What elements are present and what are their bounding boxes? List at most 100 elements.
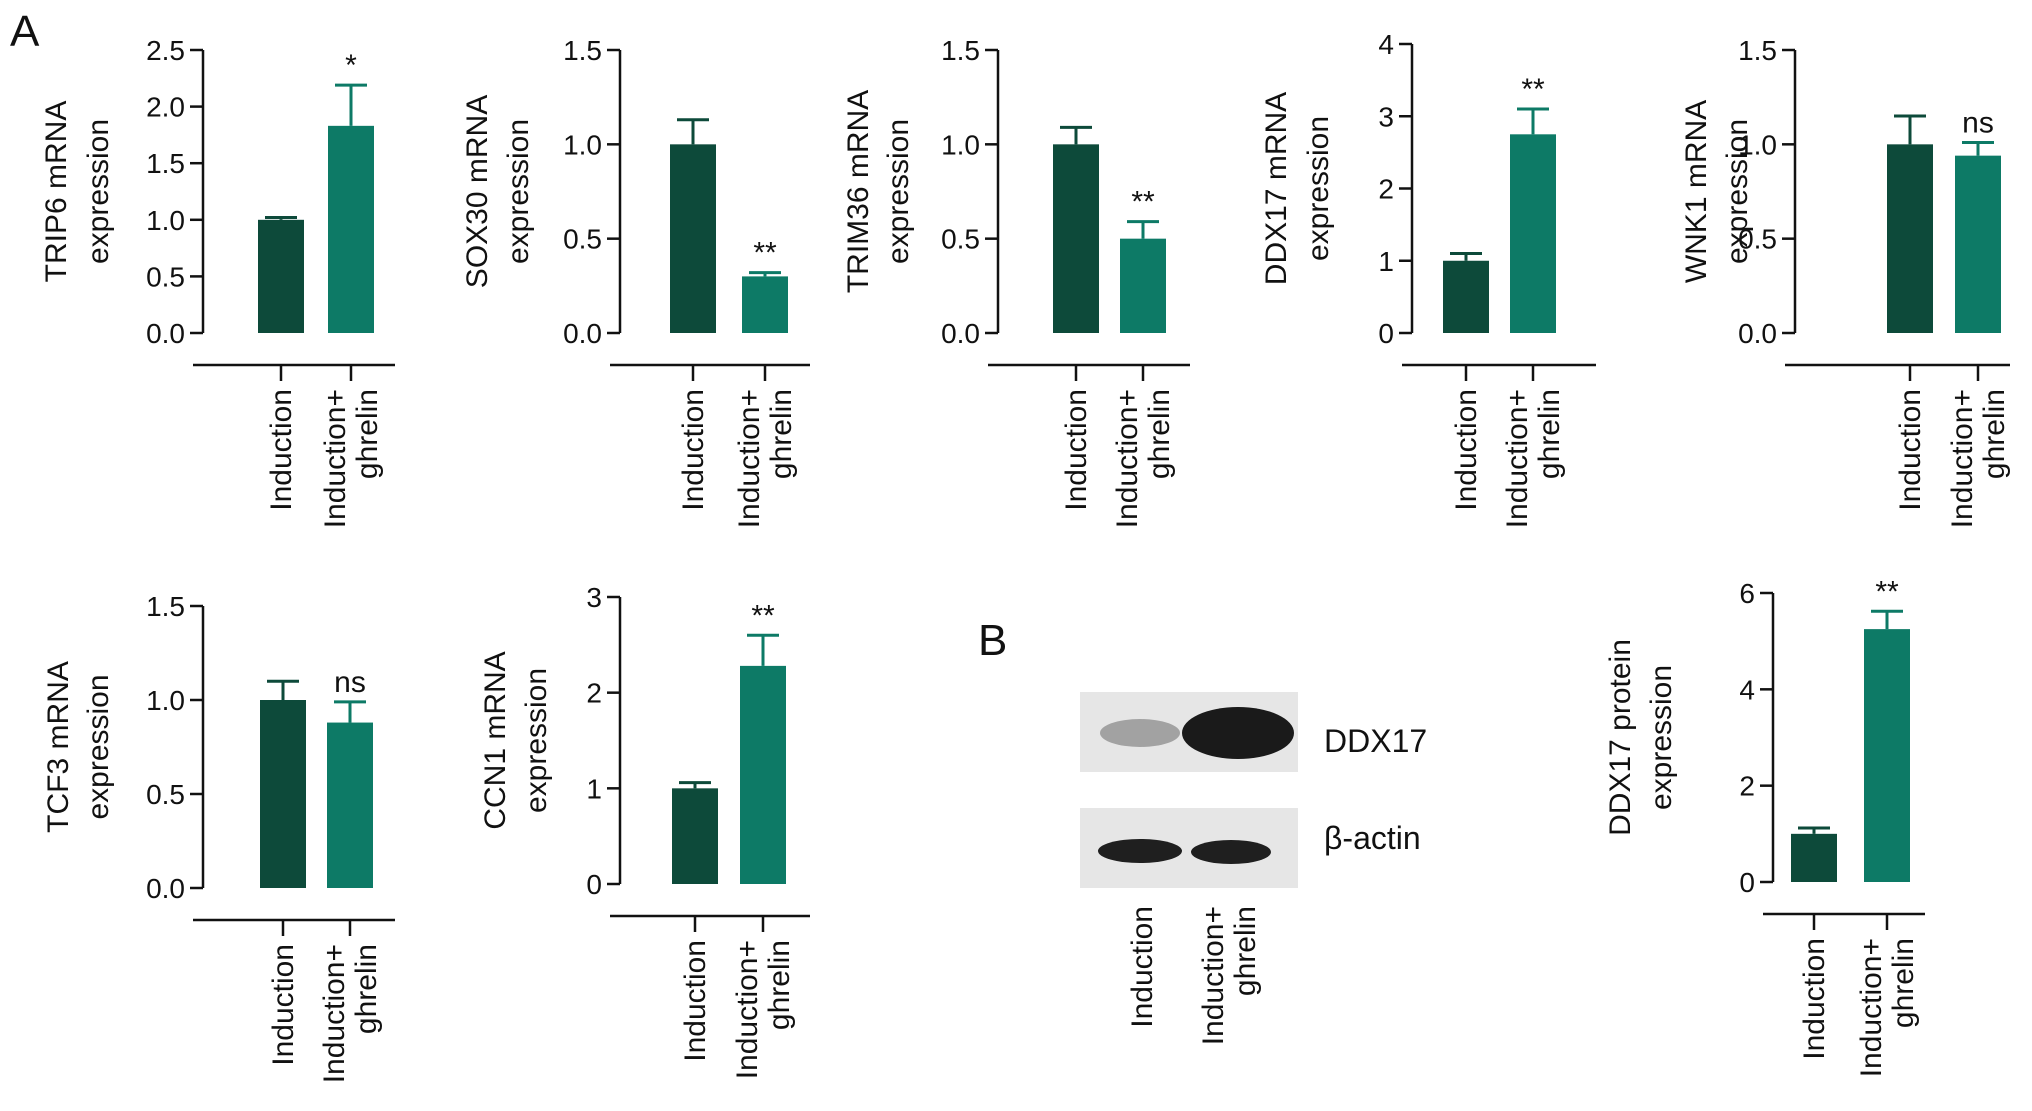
y-tick-label: 1.5 bbox=[941, 35, 980, 66]
panel-a-label: A bbox=[10, 7, 40, 56]
western-blot: DDX17 β-actin Induction Induction+ ghrel… bbox=[1080, 692, 1427, 1045]
bar-induction-ghrelin bbox=[1864, 629, 1910, 882]
x-category-label: Induction+ bbox=[731, 940, 764, 1079]
chart-1: 0.0 0.5 1.0 1.5 2.0 2.5 TRIP6 mRNA expression In… bbox=[40, 35, 395, 528]
bar-induction bbox=[670, 144, 716, 333]
y-tick-label: 1.5 bbox=[1738, 35, 1777, 66]
y-tick-label: 6 bbox=[1739, 578, 1755, 609]
bar-induction bbox=[672, 788, 718, 884]
bar-charts: 0.0 0.5 1.0 1.5 2.0 2.5 TRIP6 mRNA expression In… bbox=[40, 29, 2011, 1083]
y-axis-label-line1: TCF3 mRNA bbox=[42, 661, 75, 833]
y-tick-label: 1.5 bbox=[563, 35, 602, 66]
bar-induction bbox=[1791, 833, 1837, 882]
x-category-label: Induction bbox=[1060, 389, 1093, 511]
y-tick-label: 2 bbox=[1739, 771, 1755, 802]
significance-label: ns bbox=[1962, 106, 1994, 139]
y-axis-label-line2: expression bbox=[82, 119, 115, 264]
y-axis-label-line1: SOX30 mRNA bbox=[461, 95, 494, 288]
x-category-label: Induction bbox=[679, 940, 712, 1062]
bar-induction-ghrelin bbox=[327, 722, 373, 888]
significance-label: ** bbox=[753, 237, 777, 270]
x-category-label: Induction bbox=[1450, 389, 1483, 511]
bar-induction bbox=[260, 700, 306, 888]
bar-induction-ghrelin bbox=[742, 276, 788, 333]
y-tick-label: 4 bbox=[1739, 674, 1755, 705]
band-ddx17-induction bbox=[1100, 719, 1180, 747]
band-actin-induction bbox=[1098, 839, 1182, 863]
x-category-label: Induction+ bbox=[733, 389, 766, 528]
y-tick-label: 3 bbox=[1378, 101, 1394, 132]
significance-label: ** bbox=[1521, 73, 1545, 106]
x-category-label: Induction+ bbox=[1111, 389, 1144, 528]
y-tick-label: 1 bbox=[586, 773, 602, 804]
y-tick-label: 2 bbox=[586, 678, 602, 709]
significance-label: ns bbox=[334, 666, 366, 699]
bar-induction-ghrelin bbox=[740, 665, 786, 884]
y-tick-label: 1.0 bbox=[941, 129, 980, 160]
x-category-label: Induction bbox=[1798, 938, 1831, 1060]
blot-lane-label-ghrelin-line1: Induction+ bbox=[1197, 906, 1230, 1045]
bar-induction bbox=[258, 219, 304, 333]
y-tick-label: 3 bbox=[586, 582, 602, 613]
y-tick-label: 0 bbox=[1378, 318, 1394, 349]
y-axis-label-line1: WNK1 mRNA bbox=[1680, 100, 1713, 283]
y-tick-label: 0.0 bbox=[1738, 318, 1777, 349]
chart-4: 0 1 2 3 4 DDX17 mRNA expression Induction ** Indu… bbox=[1260, 29, 1596, 528]
bar-induction-ghrelin bbox=[1120, 238, 1166, 333]
bar-induction bbox=[1887, 144, 1933, 333]
y-tick-label: 0.0 bbox=[563, 318, 602, 349]
x-category-label: Induction+ bbox=[1855, 938, 1888, 1077]
x-category-label: ghrelin bbox=[1887, 938, 1920, 1028]
significance-label: ** bbox=[1875, 575, 1899, 608]
x-category-label: ghrelin bbox=[765, 389, 798, 479]
chart-7: 0 1 2 3 CCN1 mRNA expression Induction ** Induct… bbox=[479, 582, 810, 1079]
bar-induction-ghrelin bbox=[1510, 134, 1556, 333]
y-axis-label-line1: CCN1 mRNA bbox=[479, 651, 512, 829]
y-axis-label-line2: expression bbox=[1645, 665, 1678, 810]
x-category-label: ghrelin bbox=[351, 389, 384, 479]
y-tick-label: 0 bbox=[1739, 867, 1755, 898]
chart-5: 0.0 0.5 1.0 1.5 WNK1 mRNA expression Induction… bbox=[1680, 35, 2011, 528]
x-category-label: Induction bbox=[1894, 389, 1927, 511]
bar-induction bbox=[1443, 260, 1489, 333]
y-tick-label: 1.5 bbox=[146, 591, 185, 622]
blot-lane-label-ghrelin-line2: ghrelin bbox=[1229, 906, 1262, 996]
y-axis-label-line2: expression bbox=[1721, 119, 1754, 264]
y-axis-label-line1: TRIP6 mRNA bbox=[40, 101, 73, 283]
y-tick-label: 1.0 bbox=[146, 205, 185, 236]
x-category-label: Induction bbox=[265, 389, 298, 511]
significance-label: * bbox=[345, 49, 357, 82]
chart-6: 0.0 0.5 1.0 1.5 TCF3 mRNA expression Induction… bbox=[42, 591, 395, 1083]
y-tick-label: 2.5 bbox=[146, 35, 185, 66]
y-tick-label: 4 bbox=[1378, 29, 1394, 60]
x-category-label: ghrelin bbox=[763, 940, 796, 1030]
y-axis-label-line2: expression bbox=[520, 668, 553, 813]
x-category-label: Induction+ bbox=[1946, 389, 1979, 528]
band-actin-ghrelin bbox=[1191, 840, 1271, 864]
y-axis-label-line1: DDX17 mRNA bbox=[1260, 92, 1293, 285]
y-axis-label-line2: expression bbox=[82, 674, 115, 819]
significance-label: ** bbox=[751, 599, 775, 632]
y-tick-label: 0.5 bbox=[1738, 224, 1777, 255]
blot-lane-label-induction: Induction bbox=[1126, 906, 1159, 1028]
y-tick-label: 1.5 bbox=[146, 148, 185, 179]
y-axis-label-line1: TRIM36 mRNA bbox=[842, 90, 875, 293]
y-tick-label: 0.5 bbox=[563, 224, 602, 255]
x-category-label: Induction+ bbox=[319, 389, 352, 528]
y-tick-label: 0.5 bbox=[941, 224, 980, 255]
chart-2: 0.0 0.5 1.0 1.5 SOX30 mRNA expression Inductio… bbox=[461, 35, 810, 528]
y-tick-label: 0.0 bbox=[146, 318, 185, 349]
x-category-label: Induction+ bbox=[318, 944, 351, 1083]
panel-b-label: B bbox=[978, 616, 1007, 665]
blot-label-actin: β-actin bbox=[1324, 820, 1421, 856]
bar-induction bbox=[1053, 144, 1099, 333]
y-tick-label: 0.5 bbox=[146, 779, 185, 810]
blot-label-ddx17: DDX17 bbox=[1324, 723, 1427, 759]
y-axis-label-line2: expression bbox=[1302, 116, 1335, 261]
y-axis-label-line2: expression bbox=[502, 119, 535, 264]
band-ddx17-ghrelin bbox=[1182, 707, 1294, 759]
y-tick-label: 1.0 bbox=[146, 685, 185, 716]
y-tick-label: 1.0 bbox=[563, 129, 602, 160]
bar-induction-ghrelin bbox=[328, 125, 374, 334]
chart-8: 0 2 4 6 DDX17 protein expression Induction ** In… bbox=[1604, 575, 1925, 1077]
